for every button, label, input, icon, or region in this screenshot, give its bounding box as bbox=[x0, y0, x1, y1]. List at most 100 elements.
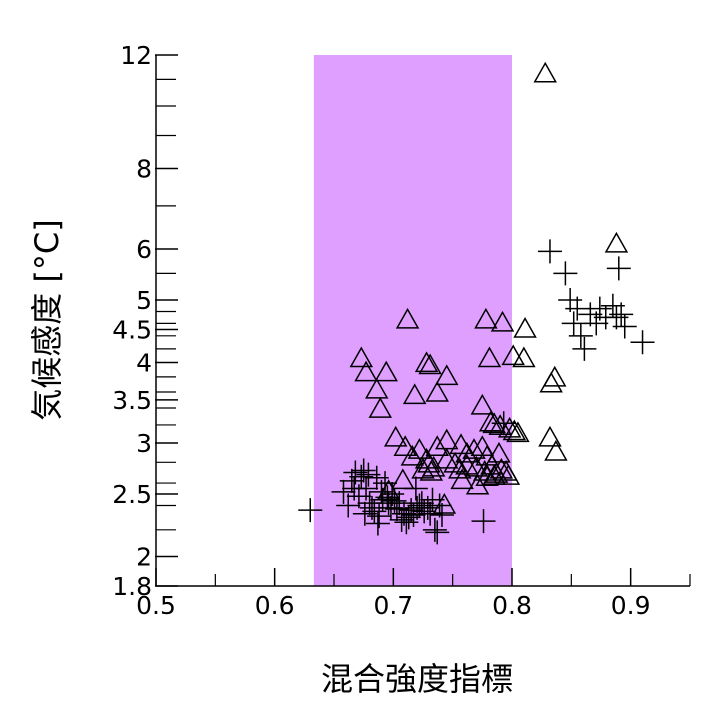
plus-marker bbox=[630, 330, 655, 355]
triangle-marker bbox=[544, 439, 568, 461]
y-tick-label: 4.5 bbox=[112, 316, 152, 345]
series-plus bbox=[298, 239, 655, 545]
triangle-marker bbox=[434, 364, 459, 386]
y-tick-label: 8 bbox=[136, 154, 152, 183]
plus-marker bbox=[349, 464, 374, 489]
plus-marker bbox=[553, 261, 578, 286]
triangle-marker bbox=[349, 346, 374, 368]
points-layer bbox=[298, 61, 655, 545]
triangle-marker bbox=[417, 451, 441, 473]
triangle-marker bbox=[490, 310, 515, 332]
triangle-marker bbox=[368, 397, 393, 418]
plus-marker bbox=[352, 501, 377, 526]
plus-marker bbox=[422, 517, 447, 542]
plus-marker bbox=[584, 311, 609, 336]
plus-marker bbox=[561, 311, 586, 336]
plus-marker bbox=[403, 476, 428, 501]
plus-marker bbox=[380, 482, 405, 507]
plus-marker bbox=[375, 485, 400, 510]
y-tick-label: 2 bbox=[136, 543, 152, 572]
y-tick-label: 6 bbox=[136, 235, 152, 264]
triangle-marker bbox=[425, 435, 449, 456]
plus-marker bbox=[429, 502, 454, 527]
plus-marker bbox=[425, 520, 450, 545]
triangle-marker bbox=[354, 360, 378, 382]
x-tick-label: 0.8 bbox=[492, 591, 532, 620]
y-tick-label: 12 bbox=[120, 41, 152, 70]
y-axis-label: 気候感度 [°C] bbox=[28, 219, 66, 421]
y-tick-label: 4 bbox=[136, 348, 152, 377]
triangle-marker bbox=[474, 307, 498, 329]
axes-layer bbox=[155, 55, 690, 587]
plus-marker bbox=[568, 323, 593, 348]
plus-marker bbox=[354, 476, 379, 501]
triangle-marker bbox=[395, 307, 420, 329]
triangle-marker bbox=[470, 393, 495, 415]
x-tick-label: 0.5 bbox=[136, 591, 176, 620]
plus-marker bbox=[351, 458, 376, 483]
plus-marker bbox=[298, 498, 323, 523]
y-tick-label: 3 bbox=[136, 429, 152, 458]
triangle-marker bbox=[538, 425, 562, 447]
triangle-marker bbox=[533, 61, 557, 83]
triangle-marker bbox=[455, 441, 479, 463]
triangle-marker bbox=[475, 465, 499, 486]
plus-marker bbox=[427, 493, 452, 518]
triangle-marker bbox=[501, 344, 525, 366]
x-tick-label: 0.9 bbox=[611, 591, 651, 620]
triangle-marker bbox=[482, 464, 506, 485]
y-tick-label: 2.5 bbox=[112, 480, 152, 509]
triangle-marker bbox=[465, 473, 490, 495]
plus-marker bbox=[578, 302, 603, 327]
plus-marker bbox=[471, 509, 496, 534]
y-tick-label: 1.8 bbox=[112, 572, 152, 601]
x-axis-label: 混合強度指標 bbox=[321, 660, 513, 698]
triangle-marker bbox=[425, 381, 449, 402]
triangle-marker bbox=[448, 457, 472, 479]
triangle-marker bbox=[443, 451, 467, 473]
triangle-marker bbox=[418, 353, 442, 375]
plus-marker bbox=[387, 491, 412, 516]
triangle-marker bbox=[414, 351, 439, 373]
plus-marker bbox=[606, 256, 631, 281]
y-tick-label: 5 bbox=[136, 286, 152, 315]
triangle-marker bbox=[402, 383, 427, 405]
triangle-marker bbox=[477, 346, 502, 368]
triangle-marker bbox=[496, 464, 521, 485]
x-tick-label: 0.7 bbox=[373, 591, 413, 620]
triangle-marker bbox=[419, 459, 444, 481]
series-triangle bbox=[349, 61, 629, 514]
ticks-layer: 1.82 2.5 3 3.5 4 4.55 6 8 12 0.5 0.6 0.7 0.8 0.9 bbox=[112, 41, 691, 620]
plus-marker bbox=[609, 302, 634, 327]
triangle-marker bbox=[502, 419, 527, 441]
triangle-marker bbox=[374, 360, 398, 382]
triangle-marker bbox=[364, 377, 389, 399]
triangle-marker bbox=[513, 317, 537, 338]
triangle-marker bbox=[450, 468, 474, 490]
triangle-marker bbox=[383, 425, 408, 447]
triangle-marker bbox=[411, 457, 435, 479]
plus-marker bbox=[389, 507, 414, 532]
y-tick-label: 3.5 bbox=[112, 386, 152, 415]
triangle-marker bbox=[478, 410, 503, 432]
plus-marker bbox=[587, 296, 612, 321]
triangle-marker bbox=[487, 441, 511, 463]
plus-marker bbox=[565, 296, 590, 321]
x-tick-label: 0.6 bbox=[255, 591, 295, 620]
triangle-marker bbox=[512, 346, 536, 368]
triangle-marker bbox=[393, 435, 417, 456]
triangle-marker bbox=[539, 371, 563, 393]
plus-marker bbox=[420, 487, 445, 512]
triangle-marker bbox=[604, 231, 629, 253]
plus-marker bbox=[572, 336, 597, 361]
triangle-marker bbox=[391, 468, 415, 490]
triangle-marker bbox=[462, 438, 486, 459]
plus-marker bbox=[612, 314, 637, 339]
triangle-marker bbox=[400, 444, 425, 466]
plus-marker bbox=[537, 239, 562, 264]
triangle-marker bbox=[506, 421, 530, 443]
plus-marker bbox=[373, 471, 398, 496]
plus-marker bbox=[336, 493, 361, 518]
plus-marker bbox=[491, 411, 516, 436]
